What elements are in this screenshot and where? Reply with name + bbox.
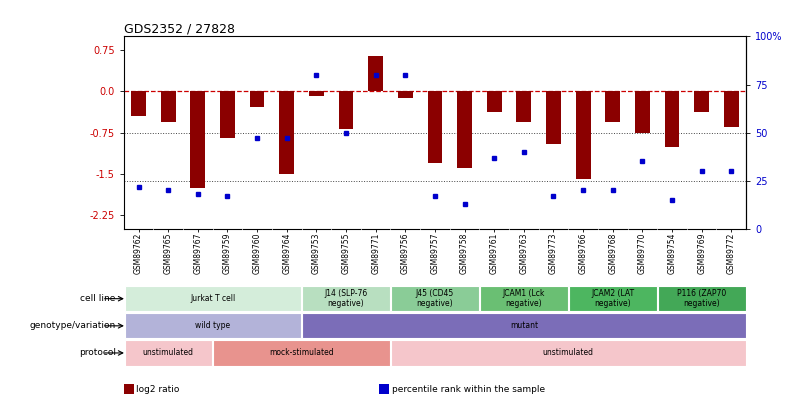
Text: wild type: wild type xyxy=(195,321,230,330)
Bar xyxy=(606,92,620,122)
FancyBboxPatch shape xyxy=(658,286,745,311)
Bar xyxy=(546,92,561,144)
Text: J45 (CD45
negative): J45 (CD45 negative) xyxy=(416,289,454,308)
FancyBboxPatch shape xyxy=(302,286,390,311)
Text: log2 ratio: log2 ratio xyxy=(136,385,180,394)
Text: GDS2352 / 27828: GDS2352 / 27828 xyxy=(124,22,235,35)
Bar xyxy=(368,56,383,92)
Text: P116 (ZAP70
negative): P116 (ZAP70 negative) xyxy=(677,289,726,308)
FancyBboxPatch shape xyxy=(391,340,745,366)
FancyBboxPatch shape xyxy=(569,286,657,311)
Text: JCAM2 (LAT
negative): JCAM2 (LAT negative) xyxy=(591,289,634,308)
Text: unstimulated: unstimulated xyxy=(143,348,194,358)
FancyBboxPatch shape xyxy=(391,286,479,311)
Bar xyxy=(338,92,354,129)
Bar xyxy=(665,92,679,147)
Bar xyxy=(457,92,472,168)
Bar xyxy=(131,92,146,116)
FancyBboxPatch shape xyxy=(302,313,745,339)
FancyBboxPatch shape xyxy=(480,286,567,311)
Text: Jurkat T cell: Jurkat T cell xyxy=(190,294,235,303)
Bar xyxy=(309,92,324,96)
Bar xyxy=(250,92,264,107)
FancyBboxPatch shape xyxy=(124,286,301,311)
Text: mock-stimulated: mock-stimulated xyxy=(269,348,334,358)
Bar xyxy=(279,92,294,174)
Text: JCAM1 (Lck
negative): JCAM1 (Lck negative) xyxy=(503,289,545,308)
Bar xyxy=(160,92,176,122)
Bar xyxy=(635,92,650,133)
Text: genotype/variation: genotype/variation xyxy=(30,321,116,330)
FancyBboxPatch shape xyxy=(124,313,301,339)
Bar xyxy=(575,92,591,179)
Bar xyxy=(220,92,235,138)
Bar xyxy=(516,92,531,122)
Text: unstimulated: unstimulated xyxy=(543,348,594,358)
Text: cell line: cell line xyxy=(81,294,116,303)
Bar xyxy=(724,92,739,127)
Bar xyxy=(694,92,709,112)
Text: mutant: mutant xyxy=(510,321,538,330)
FancyBboxPatch shape xyxy=(214,340,390,366)
Bar xyxy=(428,92,442,163)
Bar xyxy=(487,92,502,112)
Bar xyxy=(398,92,413,98)
Text: protocol: protocol xyxy=(79,348,116,358)
Bar xyxy=(191,92,205,188)
Text: percentile rank within the sample: percentile rank within the sample xyxy=(392,385,545,394)
Text: J14 (SLP-76
negative): J14 (SLP-76 negative) xyxy=(324,289,368,308)
FancyBboxPatch shape xyxy=(124,340,212,366)
